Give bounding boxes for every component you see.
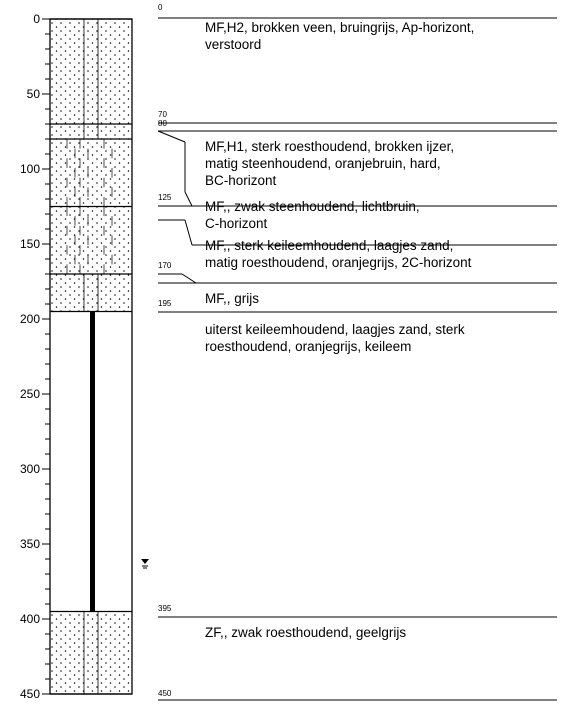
layer-description-line: MF,H2, brokken veen, bruingrijs, Ap-hori… <box>205 20 474 35</box>
layer-description-line: MF,, sterk keileemhoudend, laagjes zand, <box>205 238 453 253</box>
layer-description-line: matig roesthoudend, oranjegrijs, 2C-hori… <box>205 255 472 270</box>
layer-description-line: MF,, zwak steenhoudend, lichtbruin, <box>205 199 420 214</box>
water-level-marker <box>141 559 149 569</box>
depth-tick-label: 0 <box>33 12 40 26</box>
layer-description-line: C-horizont <box>205 216 268 231</box>
layer-fill <box>50 274 132 312</box>
groundwater-level-icon <box>141 559 149 569</box>
column-outline <box>49 18 133 695</box>
depth-tick-label: 150 <box>20 237 40 251</box>
layer-fill <box>50 124 132 139</box>
soil-column <box>49 18 133 695</box>
marker-triangle <box>141 559 149 564</box>
layer-description-line: matig steenhoudend, oranjebruin, hard, <box>205 156 441 171</box>
layer-top-depth: 125 <box>158 193 172 202</box>
layer-top-depth: 195 <box>158 299 172 308</box>
layer-description-line: verstoord <box>205 37 261 52</box>
connector-line <box>184 219 193 246</box>
depth-tick-label: 300 <box>20 462 40 476</box>
layer-top-depth: 70 <box>158 110 167 119</box>
layer-fill <box>50 206 132 274</box>
layer-description-line: BC-horizont <box>205 173 277 188</box>
clay-bar <box>90 311 95 612</box>
layer-top-depth: 395 <box>158 604 172 613</box>
layer-fill <box>50 611 132 694</box>
depth-tick-label: 50 <box>27 87 41 101</box>
layer-description-line: roesthoudend, oranjegrijs, keileem <box>205 339 411 354</box>
layer-top-depth: 0 <box>158 3 163 12</box>
depth-tick-label: 400 <box>20 612 40 626</box>
layer-top-depth: 80 <box>158 119 167 128</box>
connector-line <box>181 273 197 284</box>
connector-line <box>157 130 186 143</box>
layer-description-line: ZF,, zwak roesthoudend, geelgrijs <box>205 625 406 640</box>
layer-fill <box>50 139 132 207</box>
layer-description-line: MF,, grijs <box>205 291 259 306</box>
layer-description-line: uiterst keileemhoudend, laagjes zand, st… <box>205 322 465 337</box>
depth-tick-label: 100 <box>20 162 40 176</box>
depth-tick-label: 250 <box>20 387 40 401</box>
layer-description-line: MF,H1, sterk roesthoudend, brokken ijzer… <box>205 139 454 154</box>
depth-axis: 0 50 100 150 200 250 300 350 400 450 <box>20 12 50 701</box>
connector-line <box>184 191 193 207</box>
bottom-depth: 450 <box>158 689 172 698</box>
depth-tick-label: 350 <box>20 537 40 551</box>
layer-top-depth: 170 <box>158 261 172 270</box>
layer-fill <box>50 19 132 124</box>
depth-tick-label: 200 <box>20 312 40 326</box>
depth-tick-label: 450 <box>20 687 40 701</box>
